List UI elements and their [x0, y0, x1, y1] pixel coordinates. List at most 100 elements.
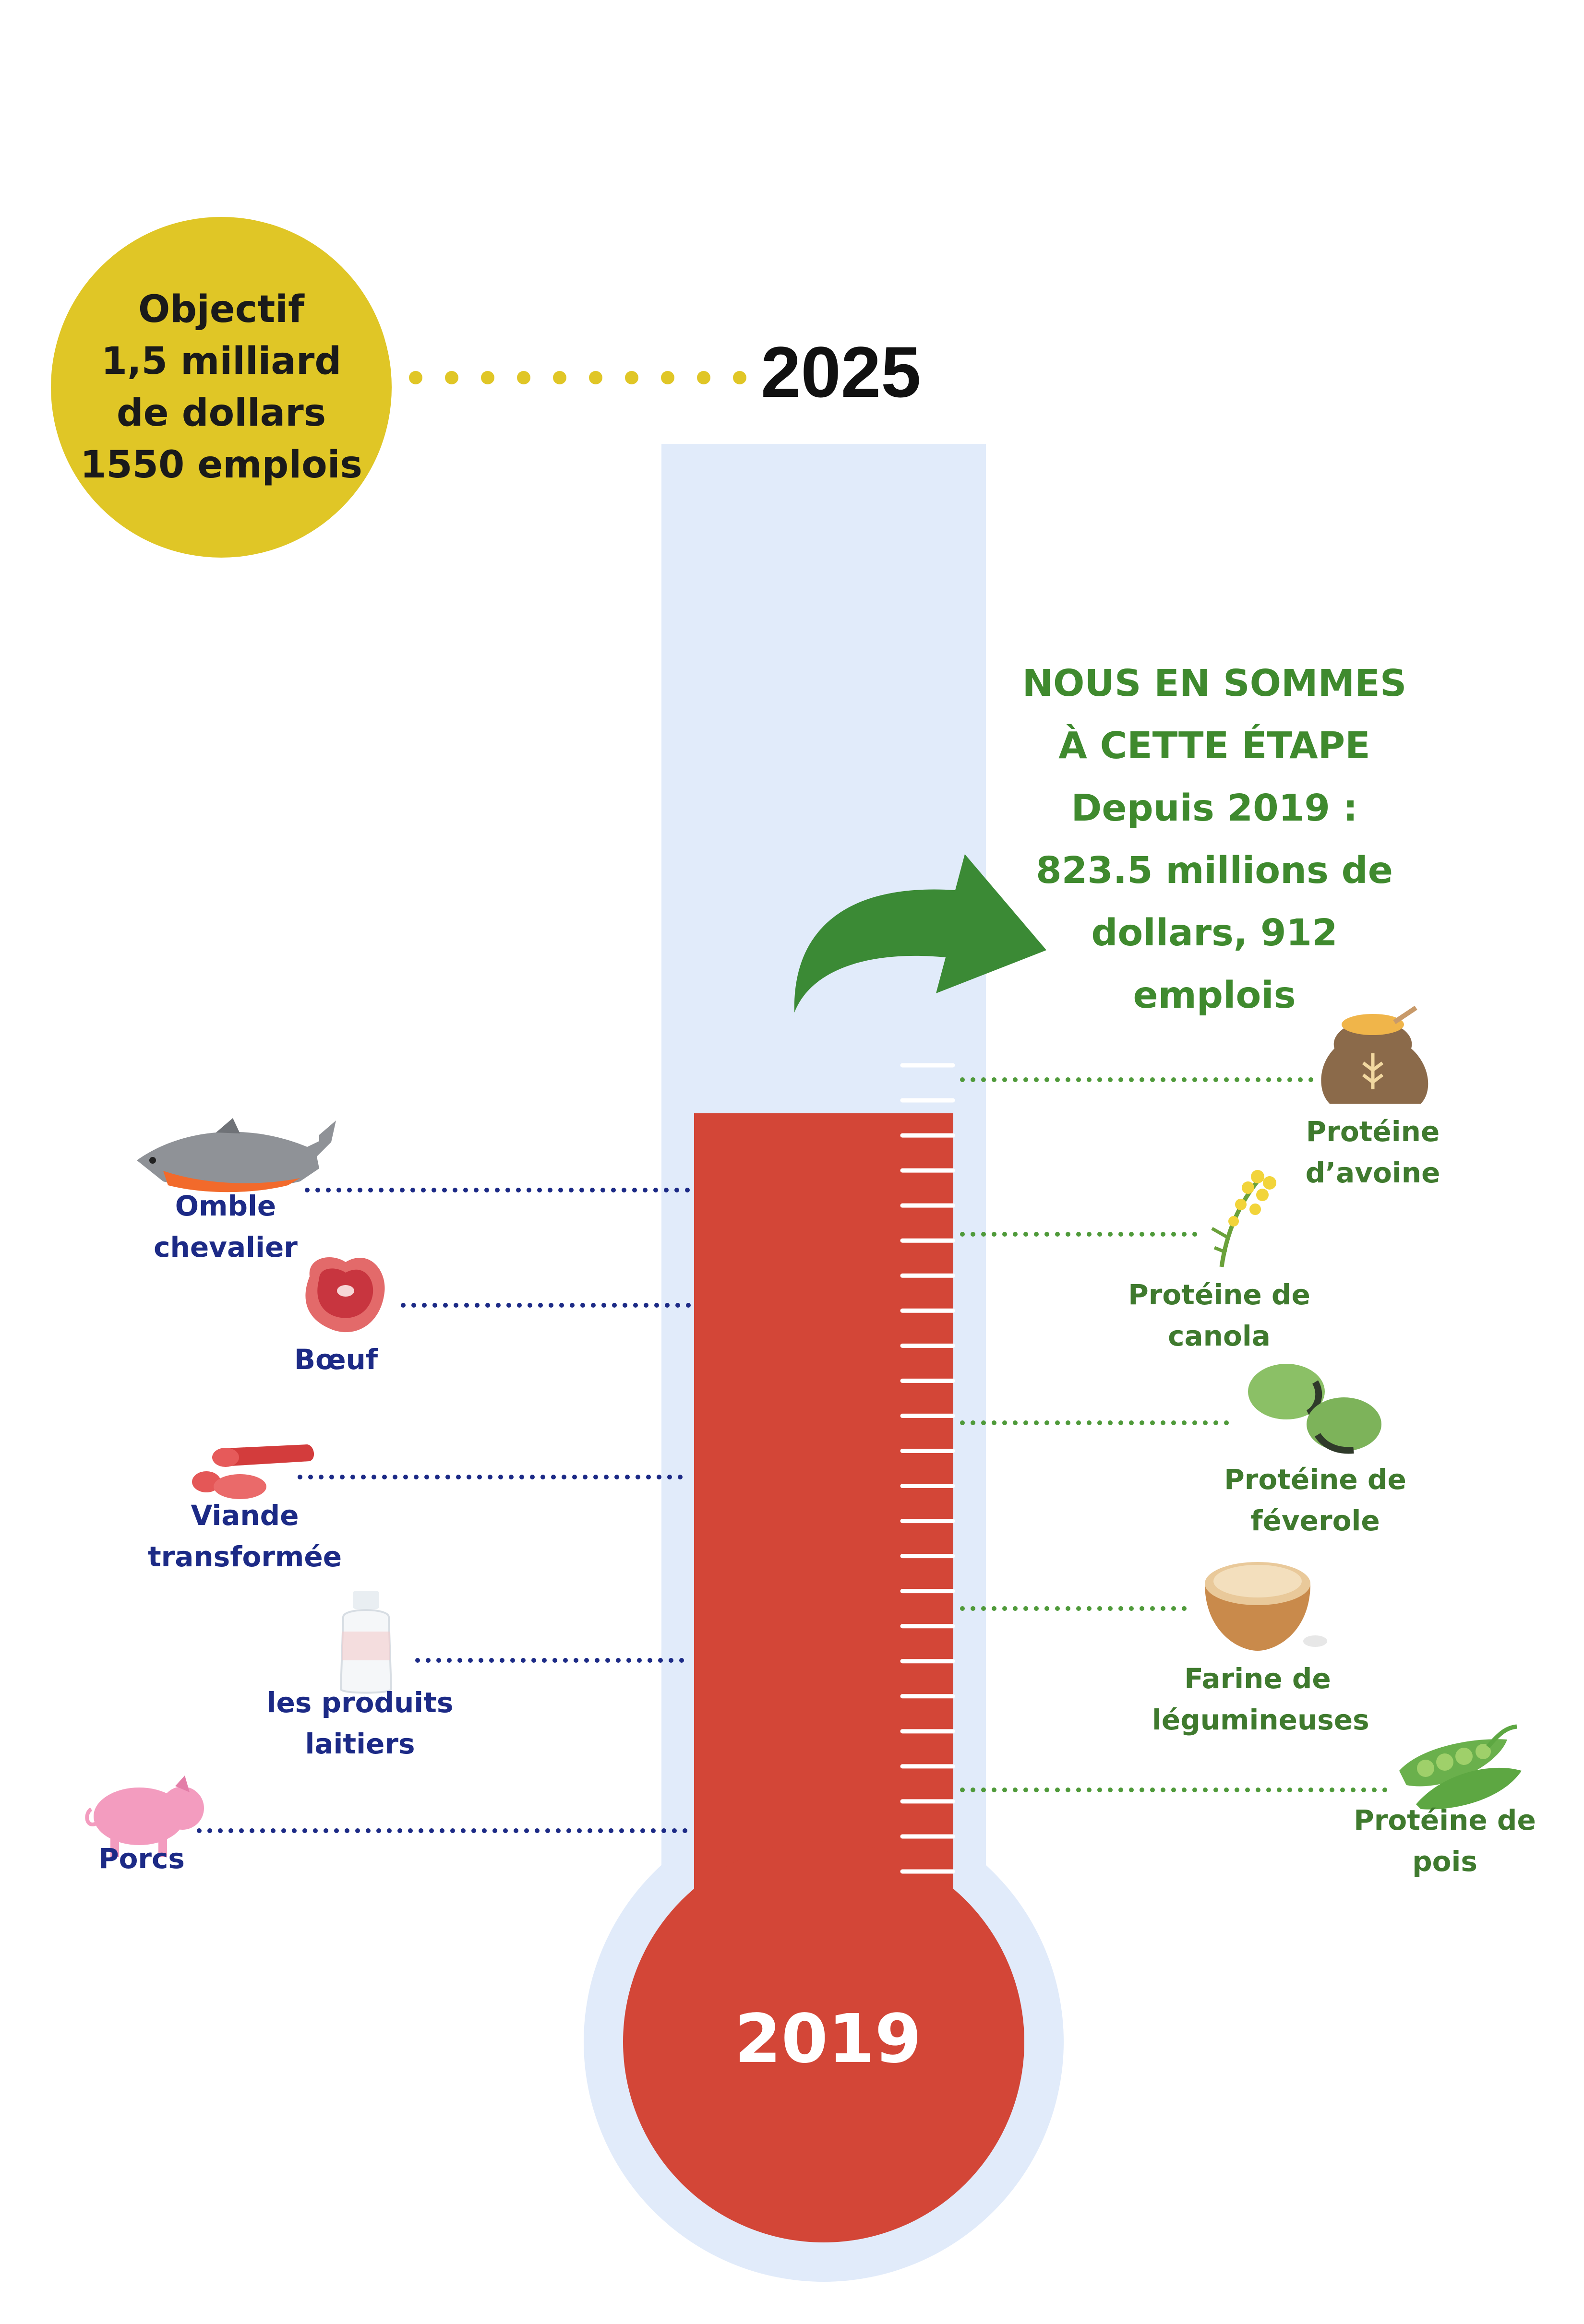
connector-dot	[590, 1188, 595, 1192]
connector-dot	[1308, 1077, 1313, 1082]
connector-dot	[424, 1475, 429, 1479]
connector-dot	[1298, 1077, 1303, 1082]
connector-dot	[197, 1828, 202, 1833]
connector-dot	[1013, 1077, 1018, 1082]
connector-dot	[1140, 1606, 1144, 1611]
connector-dot	[559, 1303, 564, 1308]
left-connectors	[197, 1188, 691, 1833]
status-line-2: À CETTE ÉTAPE	[1058, 725, 1370, 767]
connector-dot	[643, 1188, 648, 1192]
connector-dot	[1076, 1420, 1081, 1425]
connector-dot	[1108, 1606, 1113, 1611]
connector-dot	[960, 1788, 965, 1792]
connector-dot	[960, 1420, 965, 1425]
connector-dot	[598, 1828, 603, 1833]
connector-dot	[1108, 1232, 1113, 1237]
connector-dot	[1023, 1420, 1028, 1425]
connector-dot	[580, 1303, 585, 1308]
connector-dot	[467, 1475, 471, 1479]
connector-dot	[611, 1188, 616, 1192]
connector-dot	[667, 1475, 672, 1479]
connector-dot	[1192, 1232, 1197, 1237]
connector-dot	[461, 1828, 466, 1833]
connector-dot	[1118, 1232, 1123, 1237]
connector-dot	[1129, 1420, 1134, 1425]
connector-dot	[1182, 1077, 1187, 1082]
connector-dot	[313, 1828, 318, 1833]
goal-connector-dots	[409, 371, 746, 384]
connector-dot	[600, 1188, 605, 1192]
connector-dot	[1298, 1788, 1303, 1792]
connector-dot	[1224, 1077, 1229, 1082]
connector-dot	[488, 1475, 492, 1479]
connector-dot	[1171, 1606, 1176, 1611]
connector-dot	[1066, 1606, 1070, 1611]
connector-dot	[1319, 1788, 1324, 1792]
connector-dot	[347, 1188, 352, 1192]
connector-dot	[415, 1658, 420, 1663]
connector-dot	[1034, 1606, 1039, 1611]
connector-dot	[1182, 1606, 1187, 1611]
connector-dot	[623, 1303, 627, 1308]
oat-sack-icon	[1321, 1005, 1428, 1104]
mercury	[623, 1113, 1024, 2242]
connector-dot	[292, 1828, 297, 1833]
connector-dot	[477, 1475, 482, 1479]
connector-dot	[1330, 1788, 1334, 1792]
progress-arrow-icon	[794, 854, 1046, 1013]
connector-dot	[1140, 1788, 1144, 1792]
connector-dot	[1055, 1077, 1060, 1082]
connector-dot	[334, 1828, 339, 1833]
connector-dot	[1266, 1077, 1271, 1082]
connector-dot	[340, 1475, 345, 1479]
connector-dot	[664, 1188, 669, 1192]
connector-dot	[1055, 1232, 1060, 1237]
connector-dot	[619, 1828, 624, 1833]
connector-dot	[570, 1303, 575, 1308]
connector-dot	[640, 1828, 645, 1833]
connector-dot	[1034, 1232, 1039, 1237]
connector-dot	[400, 1188, 405, 1192]
connector-dot	[516, 1188, 521, 1192]
connector-dot	[549, 1303, 553, 1308]
connector-dot	[1002, 1606, 1007, 1611]
connector-dot	[517, 1303, 522, 1308]
connector-dot	[622, 1188, 626, 1192]
connector-dot	[1097, 1232, 1102, 1237]
connector-dot	[361, 1475, 366, 1479]
connector-dot	[675, 1303, 680, 1308]
connector-dot	[1287, 1788, 1292, 1792]
connector-dot	[1203, 1077, 1208, 1082]
connector-dot	[250, 1828, 254, 1833]
connector-dot	[1076, 1606, 1081, 1611]
connector-dot	[1171, 1077, 1176, 1082]
connector-dot	[669, 1658, 673, 1663]
connector-dot	[315, 1188, 320, 1192]
connector-dot	[577, 1828, 582, 1833]
connector-dot	[521, 1658, 526, 1663]
connector-dot	[450, 1828, 455, 1833]
connector-dot	[1150, 1232, 1155, 1237]
connector-dot	[574, 1658, 578, 1663]
connector-dot	[1161, 1606, 1165, 1611]
connector-dot	[1277, 1788, 1282, 1792]
connector-dot	[414, 1475, 419, 1479]
connector-dot	[981, 1077, 986, 1082]
connector-dot	[218, 1828, 223, 1833]
connector-dot	[456, 1475, 461, 1479]
connector-dot	[408, 1828, 413, 1833]
connector-dot	[971, 1420, 975, 1425]
connector-dot	[345, 1828, 349, 1833]
connector-dot	[1087, 1232, 1092, 1237]
label-processed-meat: Viande transformée	[147, 1499, 342, 1573]
connector-dot	[1224, 1788, 1229, 1792]
status-line-1: NOUS EN SOMMES	[1022, 662, 1407, 705]
connector-dot	[454, 1303, 458, 1308]
connector-dot	[1171, 1232, 1176, 1237]
connector-dot	[474, 1188, 479, 1192]
connector-dot	[1245, 1077, 1250, 1082]
label-beef: Bœuf	[294, 1343, 378, 1376]
connector-dot	[463, 1188, 468, 1192]
connector-dot	[326, 1188, 331, 1192]
connector-dot	[445, 1475, 450, 1479]
